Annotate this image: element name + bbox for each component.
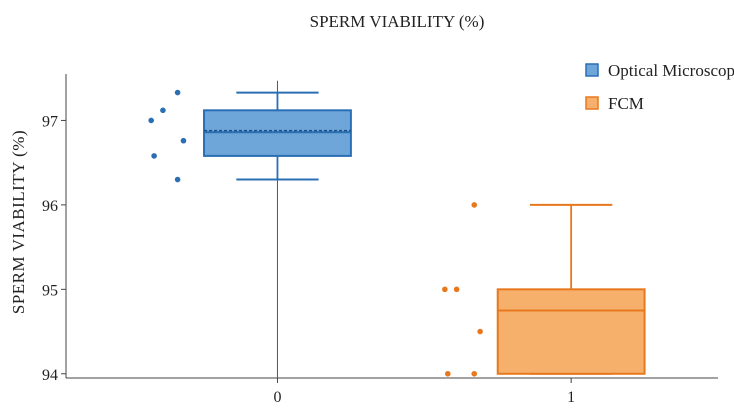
data-point-2 (471, 202, 478, 208)
data-points (148, 89, 483, 377)
data-point-1 (151, 153, 157, 159)
box-1 (203, 91, 352, 181)
y-tick-label: 95 (42, 282, 58, 299)
legend-swatch (585, 63, 599, 77)
data-point-1 (180, 137, 187, 144)
data-point-2 (453, 286, 460, 293)
box-2 (496, 203, 646, 375)
legend-label: Optical Microscopy (608, 61, 734, 80)
x-tick-label: 0 (273, 389, 281, 403)
data-point-2 (442, 286, 448, 293)
data-point-1 (160, 107, 166, 114)
data-point-1 (174, 176, 181, 183)
y-tick-label: 97 (42, 113, 58, 130)
y-tick-label: 96 (42, 198, 58, 215)
legend-label: FCM (608, 94, 644, 113)
box-iqr (496, 288, 646, 375)
data-point-1 (148, 117, 154, 124)
y-axis-label: SPERM VIABILITY (%) (9, 130, 28, 314)
chart-title: SPERM VIABILITY (%) (310, 12, 485, 31)
axes: 94 95 96 97 0 1 (42, 74, 718, 406)
data-point-2 (471, 370, 478, 377)
legend-swatch (585, 96, 599, 110)
legend: Optical Microscopy FCM (585, 61, 734, 113)
x-tick-label: 1 (567, 389, 575, 403)
y-tick-label: 94 (42, 367, 58, 384)
data-point-2 (445, 370, 451, 377)
data-point-1 (174, 89, 181, 96)
data-point-2 (477, 328, 483, 335)
boxes (203, 91, 646, 375)
